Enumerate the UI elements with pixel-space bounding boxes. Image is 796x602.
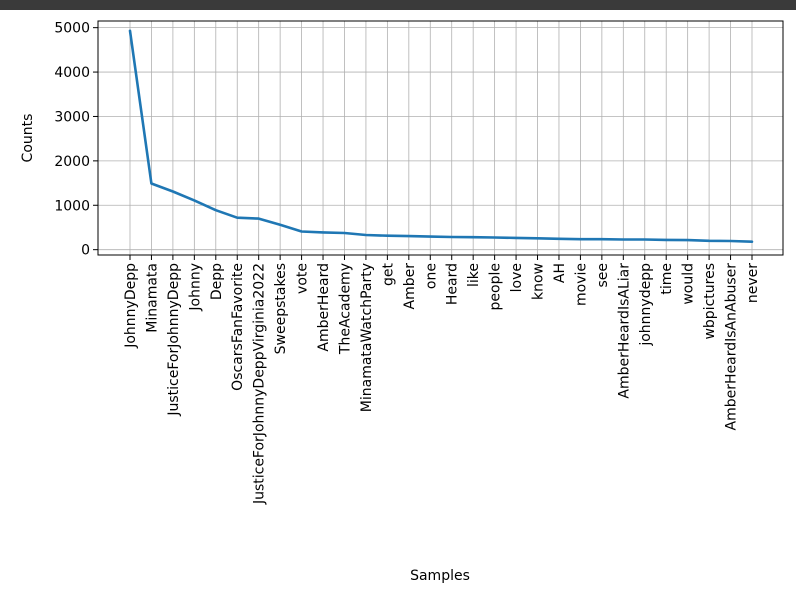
x-tick-label: JohnnyDepp — [123, 263, 139, 349]
x-tick-label: Depp — [209, 263, 225, 300]
y-tick-label: 2000 — [54, 154, 90, 170]
x-tick-label: never — [745, 263, 761, 303]
x-tick-label: johnnydepp — [638, 263, 654, 347]
x-tick-label: Heard — [445, 263, 461, 305]
x-tick-label: AmberHeardIsALiar — [616, 263, 632, 399]
x-tick-label: AmberHeard — [316, 263, 332, 352]
y-tick-label: 1000 — [54, 198, 90, 214]
x-tick-label: Amber — [402, 263, 418, 310]
x-tick-label: movie — [573, 263, 589, 306]
x-axis-label: Samples — [410, 568, 470, 584]
x-tick-label: JusticeForJohnnyDepp — [166, 263, 182, 417]
y-axis-ticks: 0 1000 2000 3000 4000 5000 — [54, 21, 98, 259]
x-tick-label: TheAcademy — [337, 263, 353, 355]
x-tick-label: vote — [295, 263, 311, 294]
x-tick-label: Johnny — [187, 263, 203, 312]
y-tick-label: 0 — [81, 243, 90, 259]
x-tick-label: see — [595, 263, 611, 288]
window-top-bar — [0, 0, 796, 10]
x-tick-label: get — [380, 263, 396, 287]
y-tick-label: 4000 — [54, 65, 90, 81]
x-tick-label: would — [681, 263, 697, 305]
x-axis-ticks: JohnnyDepp Minamata JusticeForJohnnyDepp Jo… — [123, 255, 761, 505]
y-tick-label: 3000 — [54, 109, 90, 125]
x-tick-label: time — [659, 263, 675, 295]
x-tick-label: wbpictures — [702, 263, 718, 340]
plot-area-frame — [97, 20, 784, 256]
x-tick-label: Sweepstakes — [273, 263, 289, 354]
series-line — [128, 29, 754, 243]
x-tick-label: JusticeForJohnnyDeppVirginia2022 — [252, 263, 268, 505]
x-tick-label: Minamata — [144, 263, 160, 333]
grid-lines — [98, 21, 783, 255]
x-tick-label: one — [423, 263, 439, 289]
y-tick-label: 5000 — [54, 21, 90, 37]
x-tick-label: people — [488, 263, 504, 310]
x-tick-label: AmberHeardIsAnAbuser — [724, 263, 740, 431]
x-tick-label: OscarsFanFavorite — [230, 263, 246, 391]
y-axis-label: Counts — [20, 114, 36, 163]
x-tick-label: know — [531, 263, 547, 300]
x-tick-label: like — [466, 263, 482, 287]
x-tick-label: love — [509, 263, 525, 292]
x-tick-label: MinamataWatchParty — [359, 263, 375, 412]
x-tick-label: AH — [552, 263, 568, 283]
